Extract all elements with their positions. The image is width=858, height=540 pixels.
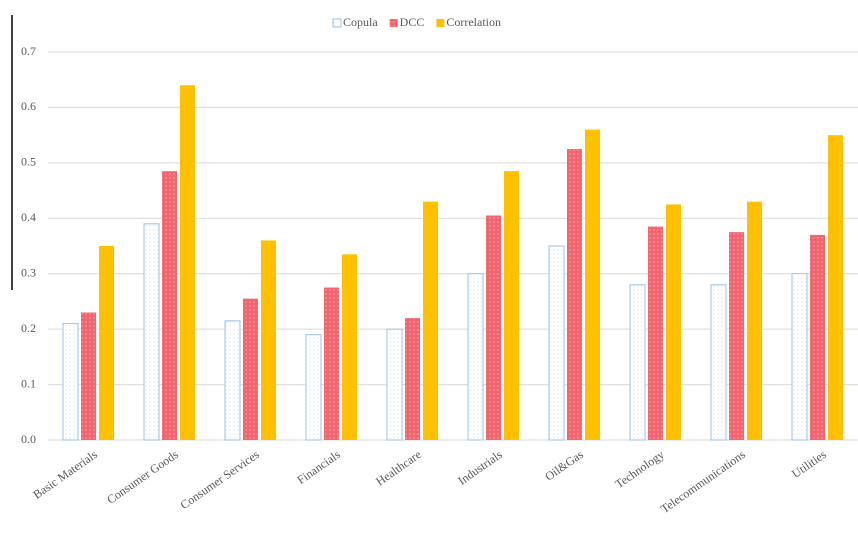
bar	[666, 204, 681, 440]
bar	[567, 149, 582, 440]
bar	[467, 273, 484, 441]
x-tick-label: Basic Materials	[30, 447, 100, 502]
bar	[224, 320, 241, 441]
bar	[324, 287, 339, 440]
x-tick-label: Consumer Services	[178, 447, 262, 512]
bar	[791, 273, 808, 441]
bar	[828, 135, 843, 440]
bar	[729, 232, 744, 440]
bar	[143, 223, 160, 441]
y-tick-label: 0.4	[21, 210, 36, 224]
bar	[548, 245, 565, 441]
bar	[629, 284, 646, 441]
x-tick-label: Consumer Goods	[104, 447, 181, 507]
legend-swatch	[436, 19, 445, 27]
bar	[810, 234, 825, 440]
bar	[423, 201, 438, 440]
y-tick-label: 0.0	[21, 432, 36, 446]
x-tick-label: Telecommunications	[658, 447, 748, 516]
bar	[648, 226, 663, 440]
legend-swatch	[332, 18, 342, 28]
bar	[99, 246, 114, 440]
y-tick-label: 0.3	[21, 265, 36, 279]
bar	[504, 171, 519, 440]
legend-label: Correlation	[446, 15, 501, 29]
bar	[261, 240, 276, 440]
bar	[747, 201, 762, 440]
bar	[342, 254, 357, 440]
bar	[585, 129, 600, 440]
y-tick-label: 0.5	[21, 155, 36, 169]
legend-swatch	[389, 19, 398, 27]
bar	[62, 323, 79, 441]
x-tick-label: Oil&Gas	[542, 447, 586, 484]
legend-label: Copula	[343, 15, 378, 29]
bar	[81, 312, 96, 440]
y-tick-label: 0.1	[21, 376, 36, 390]
bar	[162, 171, 177, 440]
x-tick-label: Healthcare	[373, 447, 424, 488]
y-tick-label: 0.7	[21, 44, 36, 58]
bar	[305, 334, 322, 441]
bar	[180, 85, 195, 440]
x-tick-label: Technology	[612, 447, 666, 491]
bar	[486, 215, 501, 440]
y-tick-label: 0.2	[21, 321, 36, 335]
bar	[405, 318, 420, 440]
x-tick-label: Financials	[294, 447, 343, 487]
y-tick-label: 0.6	[21, 99, 36, 113]
bar	[710, 284, 727, 441]
bar	[243, 298, 258, 440]
x-tick-label: Utilities	[789, 447, 829, 481]
x-tick-label: Industrials	[455, 447, 505, 488]
bar	[386, 328, 403, 441]
legend-label: DCC	[400, 15, 425, 29]
